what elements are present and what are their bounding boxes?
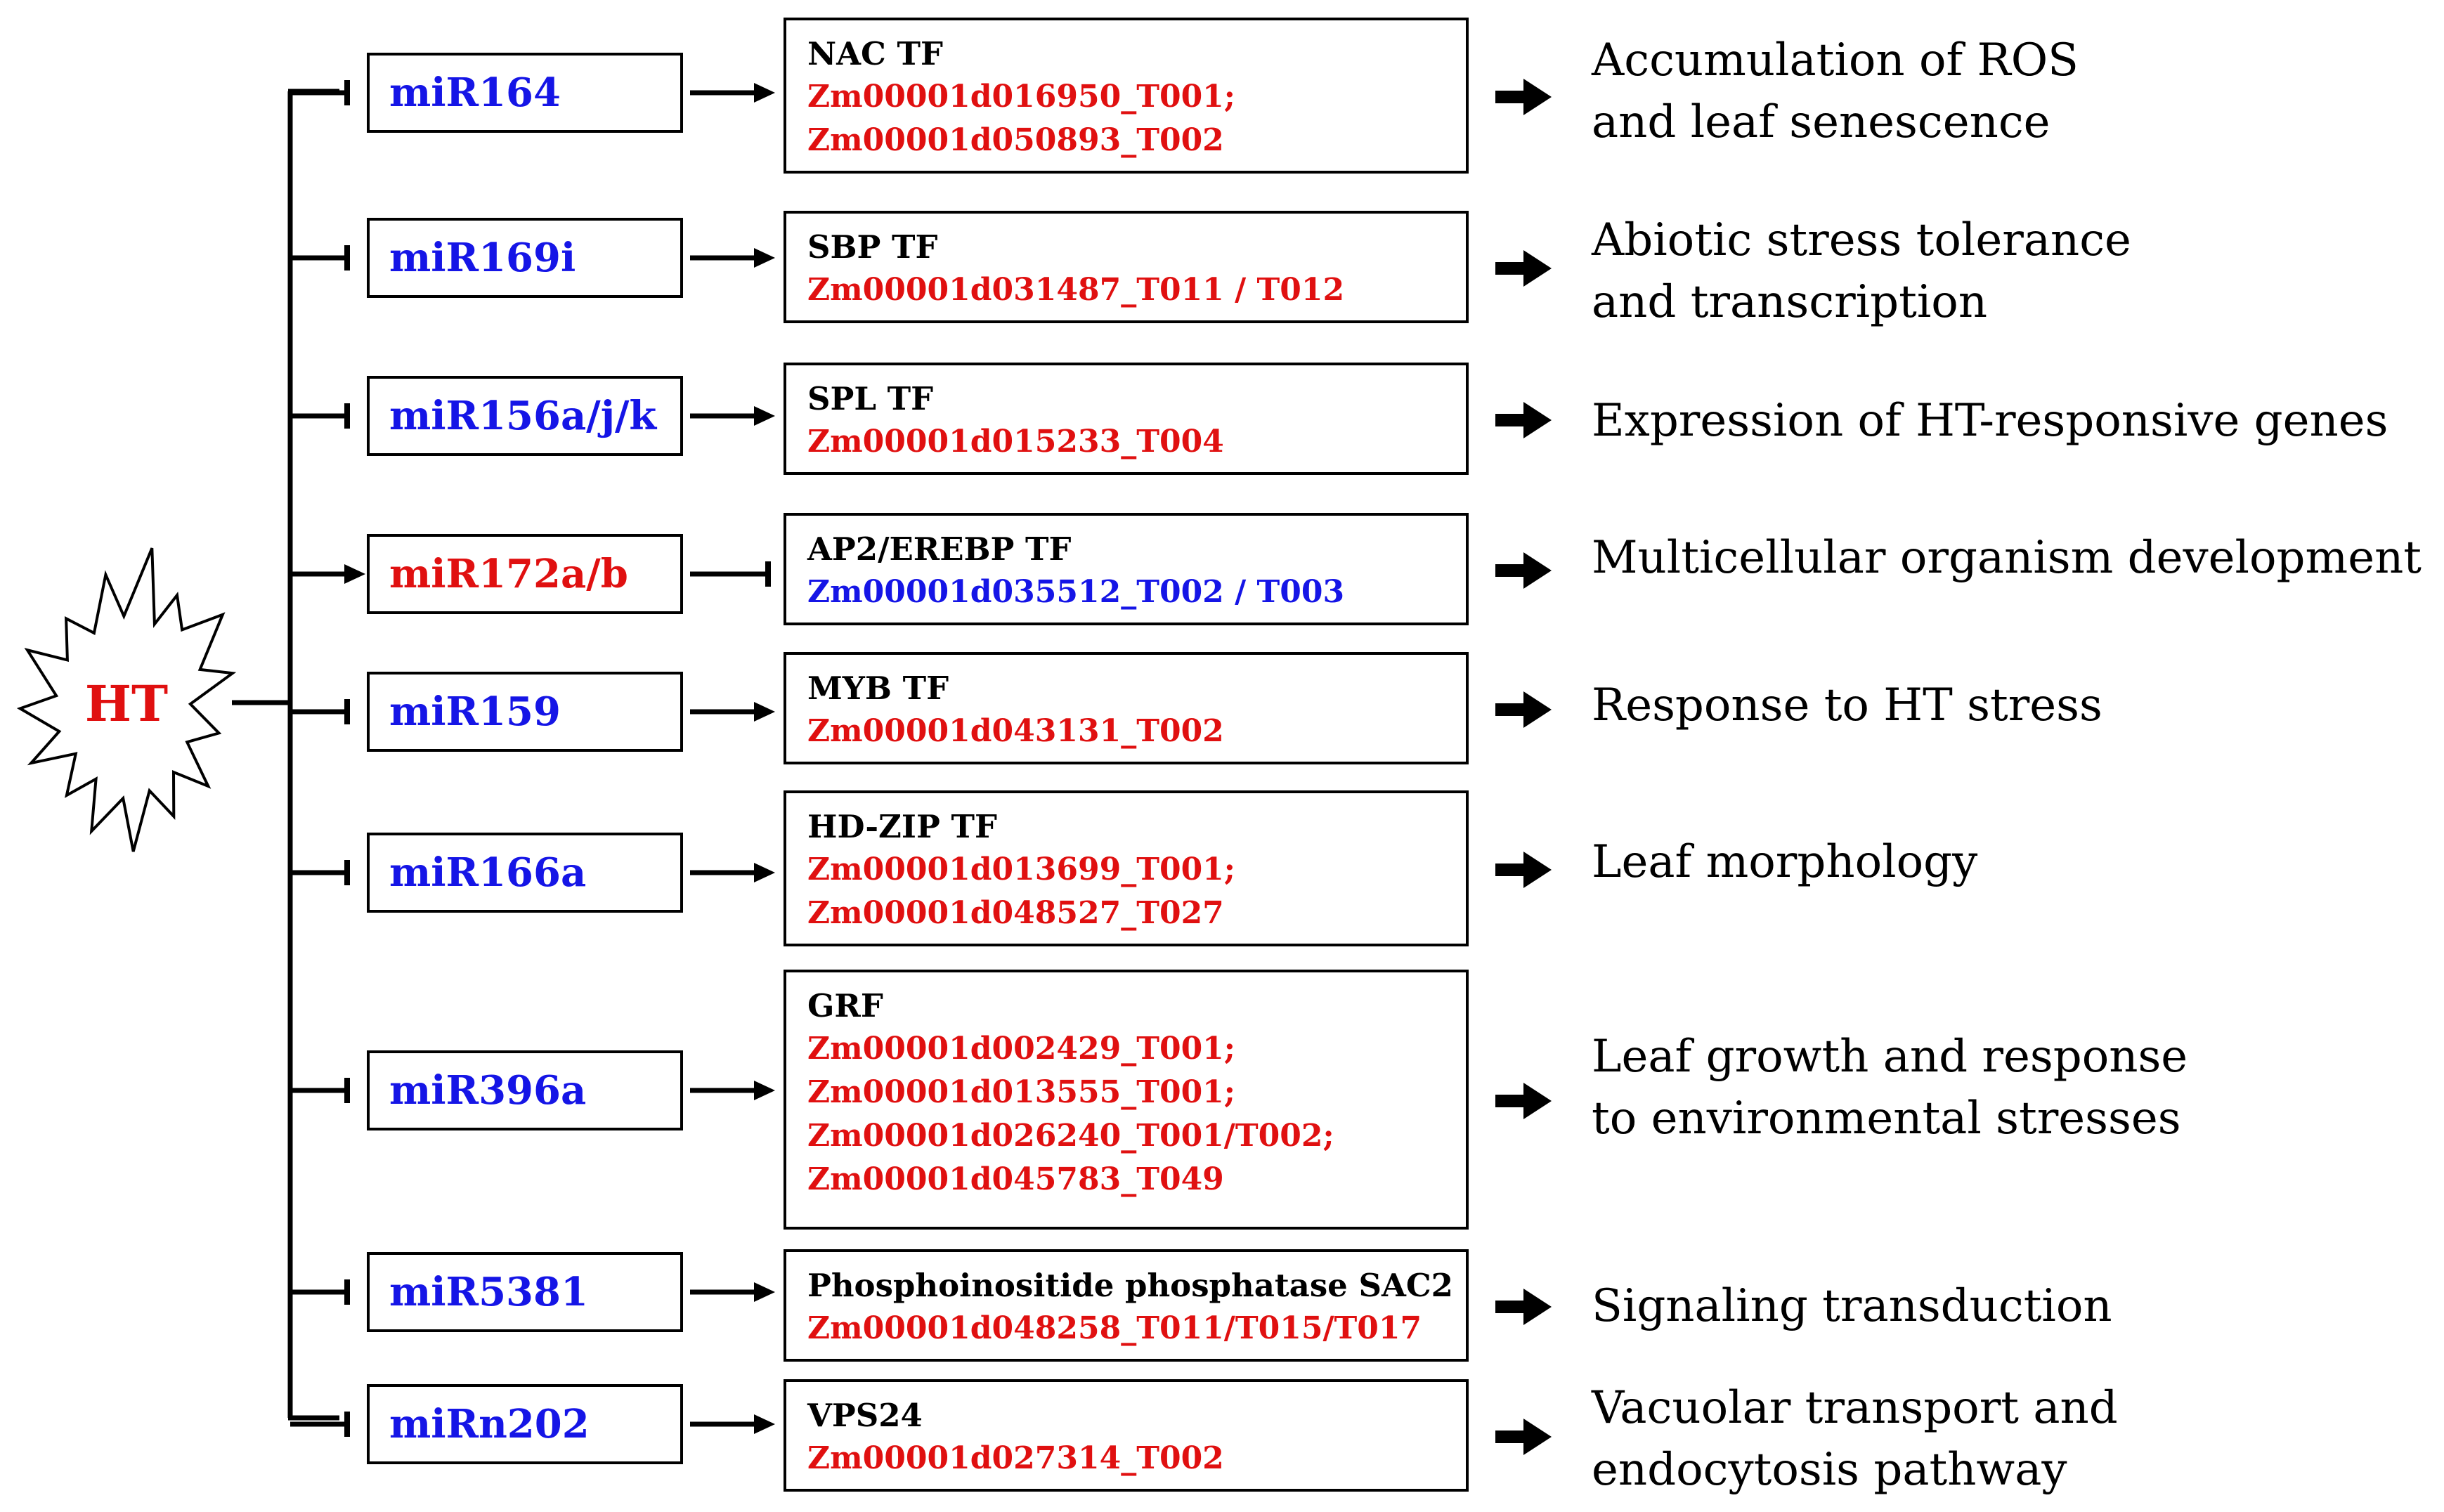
gene-id: Zm00001d013699_T001; xyxy=(807,852,1236,887)
gene-id: Zm00001d050893_T002 xyxy=(807,122,1224,158)
mirna-box: miR156a/j/k xyxy=(367,376,683,456)
target-family-label: SPL TF xyxy=(807,380,934,417)
gene-id: Zm00001d015233_T004 xyxy=(807,424,1224,460)
function-arrow-icon xyxy=(1495,1419,1552,1455)
target-family-label: Phosphoinositide phosphatase SAC2 xyxy=(807,1267,1453,1304)
target-repression-block-icon xyxy=(765,561,771,587)
gene-id: Zm00001d035512_T002 / T003 xyxy=(807,574,1345,610)
target-arrow-icon xyxy=(754,83,775,103)
function-line: and transcription xyxy=(1592,276,1988,328)
mirna-box: miR172a/b xyxy=(367,534,683,614)
function-arrow-icon xyxy=(1495,79,1552,115)
function-arrow-icon xyxy=(1495,402,1552,438)
target-gene-box: SPL TF Zm00001d015233_T004 xyxy=(784,363,1469,475)
mirna-box: miR164 xyxy=(367,53,683,133)
target-gene-box: Phosphoinositide phosphatase SAC2 Zm00001… xyxy=(784,1249,1469,1362)
mirna-box: miR396a xyxy=(367,1050,683,1130)
target-arrow-icon xyxy=(754,1282,775,1302)
gene-id: Zm00001d013555_T001; xyxy=(807,1074,1236,1110)
function-line: Expression of HT-responsive genes xyxy=(1592,395,2388,447)
target-family-label: MYB TF xyxy=(807,670,949,707)
ht-starburst-icon xyxy=(16,547,237,852)
biological-function: Multicellular organism development xyxy=(1592,527,2422,589)
target-gene-box: NAC TF Zm00001d016950_T001; Zm00001d050893… xyxy=(784,18,1469,174)
biological-function: Expression of HT-responsive genes xyxy=(1592,390,2388,452)
target-gene-box: MYB TF Zm00001d043131_T002 xyxy=(784,652,1469,764)
target-gene-box: SBP TF Zm00001d031487_T011 / T012 xyxy=(784,211,1469,323)
function-line: Vacuolar transport and xyxy=(1592,1382,2118,1434)
function-line: to environmental stresses xyxy=(1592,1093,2181,1145)
target-gene-box: VPS24 Zm00001d027314_T002 xyxy=(784,1379,1469,1492)
function-line: endocytosis pathway xyxy=(1592,1444,2067,1496)
mirna-box: miR166a xyxy=(367,833,683,913)
function-arrow-icon xyxy=(1495,852,1552,888)
gene-id: Zm00001d027314_T002 xyxy=(807,1440,1224,1476)
mirna-box: miR169i xyxy=(367,218,683,298)
downregulation-block-icon xyxy=(344,245,350,271)
target-arrow-icon xyxy=(754,1081,775,1100)
gene-id: Zm00001d043131_T002 xyxy=(807,713,1224,749)
gene-id: Zm00001d031487_T011 / T012 xyxy=(807,272,1345,308)
target-family-label: SBP TF xyxy=(807,228,938,266)
function-arrow-icon xyxy=(1495,552,1552,589)
target-gene-box: AP2/EREBP TF Zm00001d035512_T002 / T003 xyxy=(784,513,1469,625)
target-arrow-icon xyxy=(754,1414,775,1434)
downregulation-block-icon xyxy=(344,80,350,105)
downregulation-block-icon xyxy=(344,403,350,429)
target-gene-box: GRF Zm00001d002429_T001; Zm00001d013555_T0… xyxy=(784,970,1469,1230)
function-arrow-icon xyxy=(1495,250,1552,287)
target-arrow-icon xyxy=(754,248,775,268)
ht-label: HT xyxy=(84,674,169,733)
function-arrow-icon xyxy=(1495,691,1552,728)
function-line: Accumulation of ROS xyxy=(1592,34,2079,86)
target-family-label: VPS24 xyxy=(807,1397,923,1434)
downregulation-block-icon xyxy=(344,860,350,885)
function-line: Abiotic stress tolerance xyxy=(1592,214,2131,266)
function-line: and leaf senescence xyxy=(1592,96,2050,148)
gene-id: Zm00001d002429_T001; xyxy=(807,1031,1236,1067)
target-arrow-icon xyxy=(754,863,775,882)
downregulation-block-icon xyxy=(344,1078,350,1103)
function-arrow-icon xyxy=(1495,1289,1552,1325)
target-arrow-icon xyxy=(754,406,775,426)
upregulation-arrow-icon xyxy=(344,564,365,584)
gene-id: Zm00001d045783_T049 xyxy=(807,1161,1224,1197)
target-family-label: HD-ZIP TF xyxy=(807,808,997,845)
function-line: Leaf growth and response xyxy=(1592,1031,2188,1083)
target-arrow-icon xyxy=(754,702,775,722)
function-line: Signaling transduction xyxy=(1592,1280,2112,1332)
mirna-box: miR5381 xyxy=(367,1252,683,1332)
function-line: Multicellular organism development xyxy=(1592,532,2422,584)
gene-id: Zm00001d048258_T011/T015/T017 xyxy=(807,1310,1422,1346)
biological-function: Signaling transduction xyxy=(1592,1275,2112,1337)
mirna-box: miRn202 xyxy=(367,1384,683,1464)
target-family-label: NAC TF xyxy=(807,35,943,72)
biological-function: Response to HT stress xyxy=(1592,674,2102,736)
mirna-box: miR159 xyxy=(367,672,683,752)
downregulation-block-icon xyxy=(344,1279,350,1305)
biological-function: Leaf morphology xyxy=(1592,831,1977,893)
downregulation-block-icon xyxy=(344,699,350,724)
target-family-label: GRF xyxy=(807,987,883,1024)
biological-function: Abiotic stress tolerance and transcriptio… xyxy=(1592,209,2131,333)
biological-function: Leaf growth and response to environmental… xyxy=(1592,1026,2188,1149)
function-line: Leaf morphology xyxy=(1592,836,1978,888)
function-line: Response to HT stress xyxy=(1592,679,2102,731)
function-arrow-icon xyxy=(1495,1083,1552,1119)
gene-id: Zm00001d016950_T001; xyxy=(807,79,1236,115)
biological-function: Vacuolar transport and endocytosis pathwa… xyxy=(1592,1377,2118,1501)
downregulation-block-icon xyxy=(344,1412,350,1437)
biological-function: Accumulation of ROS and leaf senescence xyxy=(1592,30,2079,153)
target-gene-box: HD-ZIP TF Zm00001d013699_T001; Zm00001d048… xyxy=(784,790,1469,946)
target-family-label: AP2/EREBP TF xyxy=(807,530,1072,568)
gene-id: Zm00001d026240_T001/T002; xyxy=(807,1118,1334,1154)
gene-id: Zm00001d048527_T027 xyxy=(807,895,1224,931)
